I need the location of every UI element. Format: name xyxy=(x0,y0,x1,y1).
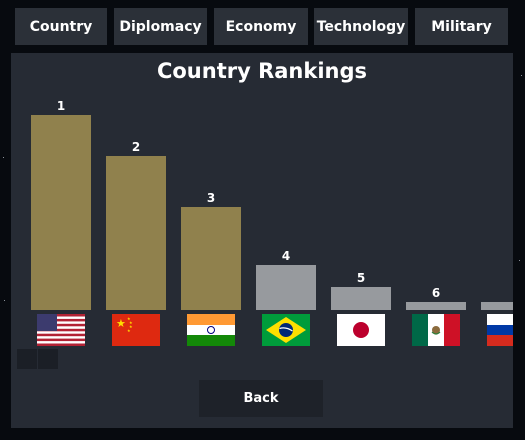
tab-military[interactable]: Military xyxy=(415,8,508,45)
rank-label: 5 xyxy=(356,271,366,285)
ranking-bar xyxy=(256,265,316,310)
flag-brazil-icon xyxy=(262,314,310,346)
scroll-right-button[interactable] xyxy=(38,349,58,369)
back-button[interactable]: Back xyxy=(199,380,323,417)
star xyxy=(3,157,4,158)
star xyxy=(519,260,520,261)
tab-diplomacy[interactable]: Diplomacy xyxy=(114,8,207,45)
flag-india-icon xyxy=(187,314,235,346)
rank-label: 2 xyxy=(131,140,141,154)
tab-country[interactable]: Country xyxy=(15,8,107,45)
star xyxy=(4,300,5,301)
svg-text:★: ★ xyxy=(127,328,131,333)
ranking-bar xyxy=(406,302,466,310)
flag-usa-icon xyxy=(37,314,85,346)
scroll-left-button[interactable] xyxy=(17,349,37,369)
rank-label: 3 xyxy=(206,191,216,205)
flag-mexico-icon xyxy=(412,314,460,346)
ranking-bar xyxy=(331,287,391,310)
ranking-bar xyxy=(106,156,166,310)
svg-text:★: ★ xyxy=(127,316,131,321)
rankings-panel: Country Rankings 1 2 3 4 5 6 ★ ★ ★ ★ ★ xyxy=(11,53,513,428)
svg-text:★: ★ xyxy=(116,317,126,330)
star xyxy=(521,75,522,76)
top-tab-bar: Country Diplomacy Economy Technology Mil… xyxy=(0,0,525,46)
svg-text:★: ★ xyxy=(129,320,133,325)
tab-technology[interactable]: Technology xyxy=(314,8,408,45)
rank-label: 1 xyxy=(56,99,66,113)
rank-label: 4 xyxy=(281,249,291,263)
flag-china-icon: ★ ★ ★ ★ ★ xyxy=(112,314,160,346)
flag-japan-icon xyxy=(337,314,385,346)
rank-label: 6 xyxy=(431,286,441,300)
panel-title: Country Rankings xyxy=(156,59,368,83)
ranking-bar xyxy=(31,115,91,310)
svg-text:★: ★ xyxy=(129,324,133,329)
flag-russia-icon xyxy=(487,314,513,346)
tab-economy[interactable]: Economy xyxy=(214,8,308,45)
ranking-bar xyxy=(181,207,241,310)
ranking-bar xyxy=(481,302,513,310)
